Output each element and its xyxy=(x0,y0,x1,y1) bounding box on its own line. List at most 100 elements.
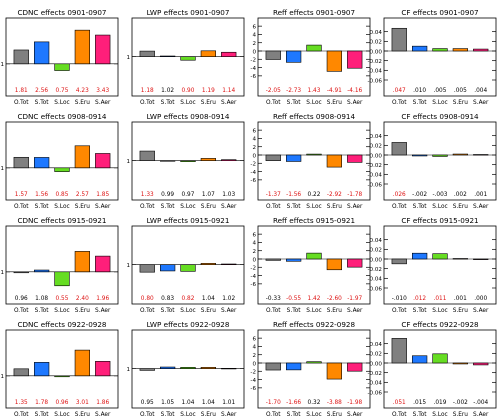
value-label: 1.96 xyxy=(96,296,109,302)
value-label: 1.78 xyxy=(35,400,48,406)
plot-frame xyxy=(5,329,119,409)
chart-panel: LWP effects 0908-0914 1 1.33 O.Tot 0.99 S.Tot… xyxy=(126,112,245,210)
category-label: S.Aer xyxy=(95,412,111,418)
bar-s-loc xyxy=(180,160,196,162)
bar-o-tot xyxy=(139,150,155,161)
bar-s-eru xyxy=(200,50,216,57)
category-label: S.Eru xyxy=(201,204,217,210)
chart-panel: Reff effects 0915-0921 -6 -4 -2 0 2 4 6 -0.33 O.T… xyxy=(250,216,371,314)
value-label: 1.14 xyxy=(222,88,235,94)
value-label: -.010 xyxy=(392,296,407,302)
y-tick-label: -0.02 xyxy=(368,371,382,377)
category-label: S.Loc xyxy=(180,100,195,106)
value-label: .015 xyxy=(413,400,426,406)
bar-s-tot xyxy=(412,154,428,157)
category-label: S.Tot xyxy=(287,308,302,314)
bar-o-tot xyxy=(391,338,407,364)
category-label: S.Aer xyxy=(473,412,489,418)
y-tick-label: 0 xyxy=(252,153,256,159)
bar-s-loc xyxy=(306,44,322,52)
category-label: S.Eru xyxy=(327,412,343,418)
value-label: .010 xyxy=(413,88,426,94)
category-label: O.Tot xyxy=(140,308,155,314)
bar-s-loc xyxy=(180,56,196,61)
plot-frame xyxy=(383,329,497,409)
category-label: O.Tot xyxy=(266,308,281,314)
y-tick-label: 1 xyxy=(126,55,130,61)
bar-o-tot xyxy=(391,258,407,265)
y-tick-label: 0.04 xyxy=(370,238,383,244)
chart-title: CF effects 0915-0921 xyxy=(401,216,478,225)
category-label: S.Aer xyxy=(347,308,363,314)
y-tick-label: 1 xyxy=(0,374,4,380)
category-label: S.Aer xyxy=(221,100,237,106)
chart-title: CDNC effects 0908-0914 xyxy=(17,112,106,121)
value-label: 0.55 xyxy=(56,296,69,302)
bar-s-aer xyxy=(95,34,111,65)
category-label: O.Tot xyxy=(266,412,281,418)
plot-frame xyxy=(5,121,119,201)
bar-s-eru xyxy=(74,349,90,377)
y-tick-label: 0.02 xyxy=(370,40,382,46)
value-label: -2.05 xyxy=(266,88,281,94)
bar-o-tot xyxy=(391,27,407,52)
y-tick-label: 0.02 xyxy=(370,144,382,150)
category-label: S.Eru xyxy=(75,308,91,314)
value-label: 1.05 xyxy=(161,400,174,406)
value-label: .005 xyxy=(434,88,447,94)
bar-o-tot xyxy=(13,368,29,377)
bar-o-tot xyxy=(265,154,281,161)
y-tick-label: -0.02 xyxy=(368,59,382,65)
y-tick-label: 0.04 xyxy=(370,134,383,140)
y-tick-label: -2 xyxy=(250,162,256,168)
category-label: S.Tot xyxy=(413,204,428,210)
chart-panel: LWP effects 0915-0921 1 0.80 O.Tot 0.83 S.Tot… xyxy=(126,216,245,314)
bar-s-aer xyxy=(473,258,489,260)
value-label: 2.40 xyxy=(76,296,89,302)
bar-s-eru xyxy=(452,48,468,52)
category-label: S.Eru xyxy=(75,100,91,106)
bar-s-aer xyxy=(347,362,363,372)
bar-s-tot xyxy=(286,154,302,162)
y-tick-label: 0.00 xyxy=(370,49,383,55)
chart-panel: CF effects 0901-0907 -0.06 -0.04 -0.02 0.00 0… xyxy=(368,8,497,106)
value-label: -1.98 xyxy=(347,400,362,406)
chart-title: LWP effects 0901-0907 xyxy=(147,8,230,17)
value-label: 0.96 xyxy=(56,400,69,406)
bar-s-eru xyxy=(200,367,216,369)
bar-o-tot xyxy=(13,49,29,65)
plot-frame xyxy=(5,17,119,97)
value-label: 0.90 xyxy=(182,88,195,94)
y-tick-label: 0.00 xyxy=(370,257,383,263)
category-label: S.Tot xyxy=(287,204,302,210)
category-label: S.Aer xyxy=(347,100,363,106)
chart-panel: LWP effects 0922-0928 1 0.95 O.Tot 1.05 S.Tot… xyxy=(126,320,245,418)
y-tick-label: 6 xyxy=(252,336,256,342)
category-label: S.Loc xyxy=(306,204,321,210)
y-tick-label: 1 xyxy=(126,159,130,165)
plot-frame xyxy=(383,17,497,97)
category-label: S.Eru xyxy=(201,412,217,418)
bar-s-aer xyxy=(95,255,111,273)
value-label: .000 xyxy=(474,296,487,302)
bar-s-loc xyxy=(432,154,448,157)
bar-s-aer xyxy=(473,154,489,156)
category-label: O.Tot xyxy=(14,308,29,314)
value-label: -4.91 xyxy=(327,88,342,94)
chart-panel: CF effects 0922-0928 -0.06 -0.04 -0.02 0.00 0… xyxy=(368,320,497,418)
bar-s-tot xyxy=(412,355,428,364)
y-tick-label: 1 xyxy=(126,367,130,373)
value-label: -4.16 xyxy=(347,88,362,94)
category-label: S.Tot xyxy=(413,308,428,314)
bar-s-loc xyxy=(54,271,70,287)
category-label: S.Aer xyxy=(473,308,489,314)
value-label: 1.19 xyxy=(202,88,215,94)
bar-s-tot xyxy=(34,157,50,169)
category-label: S.Aer xyxy=(95,308,111,314)
value-label: .026 xyxy=(393,192,406,198)
bar-o-tot xyxy=(139,50,155,57)
plot-frame xyxy=(257,17,371,97)
bar-s-eru xyxy=(74,251,90,273)
chart-panel: Reff effects 0901-0907 -6 -4 -2 0 2 4 6 -2.05 O.T… xyxy=(250,8,371,106)
category-label: S.Eru xyxy=(453,412,469,418)
